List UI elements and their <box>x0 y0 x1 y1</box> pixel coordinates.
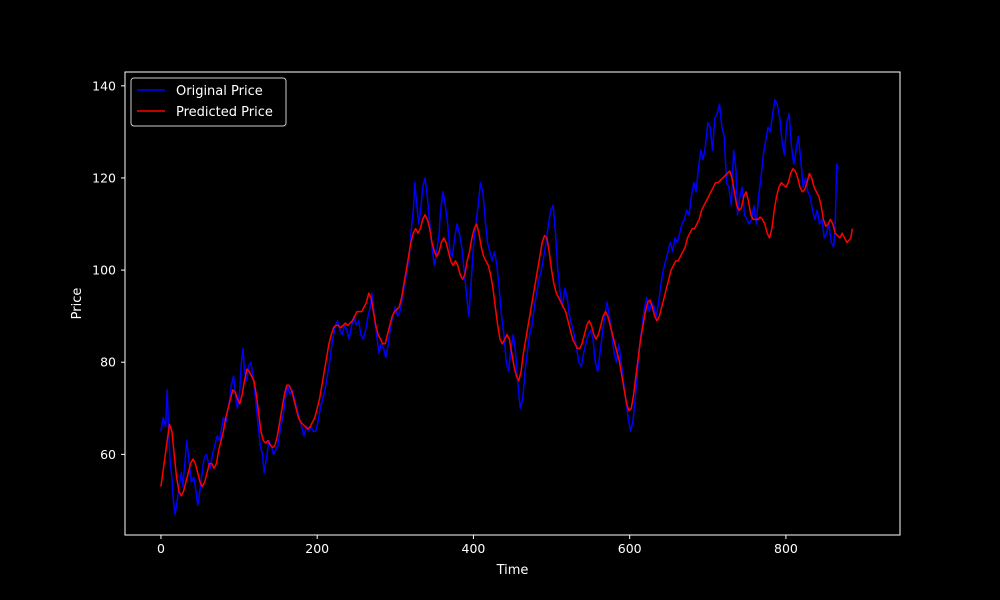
series-original-price-line <box>160 98 840 516</box>
y-tick-label: 60 <box>100 447 116 462</box>
y-axis-label: Price <box>70 288 85 320</box>
legend-label-original: Original Price <box>176 84 263 99</box>
x-tick-label: 800 <box>774 541 798 556</box>
legend: Original Price Predicted Price <box>130 77 287 127</box>
series-layer <box>160 98 854 516</box>
x-axis-label: Time <box>496 563 529 578</box>
y-tick-label: 140 <box>92 78 116 93</box>
x-axis-ticks: 0 200 400 600 800 <box>157 535 798 556</box>
x-tick-label: 600 <box>618 541 642 556</box>
x-tick-label: 400 <box>462 541 486 556</box>
x-tick-label: 200 <box>305 541 329 556</box>
axes-frame <box>124 71 901 536</box>
y-tick-label: 100 <box>92 263 116 278</box>
legend-box <box>130 77 287 127</box>
y-tick-label: 120 <box>92 170 116 185</box>
y-tick-label: 80 <box>100 355 116 370</box>
series-predicted-price-line <box>160 167 854 497</box>
x-tick-label: 0 <box>157 541 165 556</box>
y-axis-ticks: 60 80 100 120 140 <box>92 78 125 462</box>
legend-label-predicted: Predicted Price <box>176 105 273 120</box>
